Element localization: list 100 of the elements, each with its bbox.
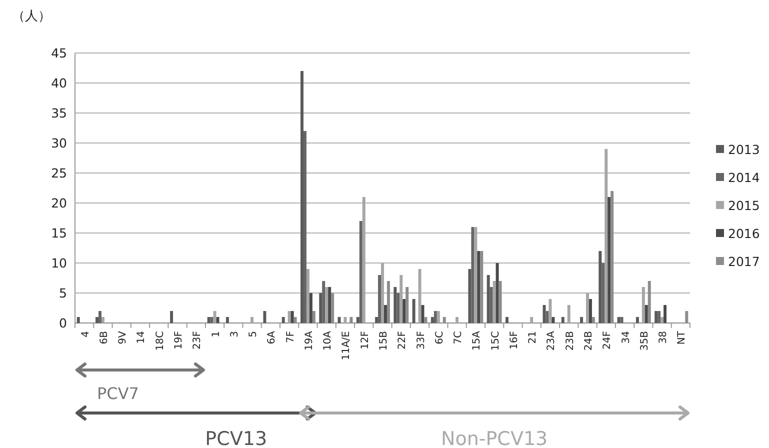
bar — [263, 311, 266, 323]
x-tick-label: 15B — [378, 330, 390, 351]
bar — [288, 311, 291, 323]
x-tick-label: 23F — [192, 330, 204, 350]
x-tick-label: 3 — [229, 331, 240, 338]
x-tick-label: 23B — [564, 330, 576, 351]
bar — [400, 275, 403, 323]
x-tick-label: 24B — [584, 330, 594, 351]
bar — [471, 227, 474, 323]
x-tick-label: 6A — [266, 330, 278, 344]
bar — [496, 263, 499, 323]
bar — [608, 197, 611, 323]
y-tick-label: 35 — [51, 106, 67, 120]
bar — [474, 227, 478, 323]
y-tick-label: 25 — [51, 166, 67, 180]
x-tick-label: 23A — [546, 330, 558, 351]
bar — [658, 311, 661, 323]
bar — [325, 287, 328, 323]
bar — [617, 317, 620, 323]
bar — [685, 311, 688, 323]
x-tick-label: 7F — [285, 330, 296, 344]
bar — [170, 311, 174, 323]
y-tick-label: 20 — [51, 196, 68, 210]
bar — [620, 317, 624, 323]
bar — [660, 317, 664, 323]
bar — [477, 251, 480, 323]
x-tick-label: 15C — [490, 330, 502, 351]
bar — [226, 317, 229, 323]
y-tick-label: 40 — [51, 76, 68, 90]
bar — [548, 299, 552, 323]
bar — [394, 287, 397, 323]
text: PCV7 — [97, 384, 139, 403]
bar — [350, 317, 353, 323]
bar — [442, 317, 446, 323]
bar — [98, 311, 102, 323]
bar — [610, 191, 614, 323]
bar — [306, 269, 310, 323]
x-tick-label: 35B — [639, 330, 650, 351]
x-tick-label: 34 — [620, 331, 632, 344]
x-tick-label: 19A — [304, 330, 315, 351]
bar — [406, 287, 409, 323]
bar — [250, 317, 254, 323]
x-tick-label: 5 — [248, 331, 260, 338]
y-tick-label: 10 — [51, 256, 68, 270]
text: Non-PCV13 — [441, 428, 548, 448]
x-tick-label: 18C — [154, 330, 166, 351]
y-tick-label: 15 — [51, 226, 67, 240]
bar — [331, 293, 334, 323]
x-tick-label: 7C — [453, 330, 464, 344]
bar — [300, 71, 304, 323]
bar — [588, 299, 592, 323]
bar — [384, 305, 387, 323]
bar — [207, 317, 210, 323]
bar — [492, 281, 496, 323]
bar — [604, 149, 608, 323]
bar — [586, 293, 589, 323]
bar — [362, 197, 366, 323]
legend-label: 2013 — [728, 142, 760, 157]
bar — [424, 317, 428, 323]
bar — [412, 299, 416, 323]
bar — [309, 293, 312, 323]
y-tick-label: 0 — [59, 316, 68, 330]
x-tick-label: 24F — [602, 330, 614, 350]
x-tick-label: 4 — [80, 331, 92, 338]
bar — [378, 275, 382, 323]
x-tick-label: 14 — [136, 331, 148, 344]
bar — [648, 281, 651, 323]
bar — [552, 317, 555, 323]
x-tick-label: 6B — [98, 330, 110, 344]
bar — [434, 311, 437, 323]
legend-label: 2015 — [728, 198, 760, 213]
bar — [101, 317, 104, 323]
x-tick-label: 33F — [416, 330, 427, 350]
bar — [344, 317, 347, 323]
y-tick-label: 45 — [51, 46, 67, 60]
text: PCV13 — [205, 428, 268, 448]
bar — [498, 281, 502, 323]
x-tick-label: NT — [676, 330, 688, 345]
bar — [654, 311, 658, 323]
bar — [282, 317, 285, 323]
bar — [530, 317, 534, 323]
bar — [480, 251, 484, 323]
legend-label: 2017 — [728, 254, 760, 269]
bar — [213, 311, 216, 323]
x-tick-label: 9V — [118, 330, 129, 344]
x-tick-label: 22F — [397, 330, 408, 350]
y-axis-title: （人） — [12, 9, 51, 24]
y-tick-label: 5 — [59, 286, 67, 300]
x-tick-label: 6C — [434, 330, 446, 344]
x-tick-label: 15A — [472, 330, 483, 351]
bar — [338, 317, 341, 323]
x-tick-label: 11A/E — [341, 331, 352, 360]
bar — [486, 275, 490, 323]
x-tick-label: 1 — [210, 331, 222, 338]
bar — [436, 311, 440, 323]
x-tick-label: 38 — [658, 331, 670, 344]
bar — [76, 317, 80, 323]
x-tick-label: 16F — [508, 330, 520, 350]
bar — [580, 317, 584, 323]
bar — [312, 311, 316, 323]
